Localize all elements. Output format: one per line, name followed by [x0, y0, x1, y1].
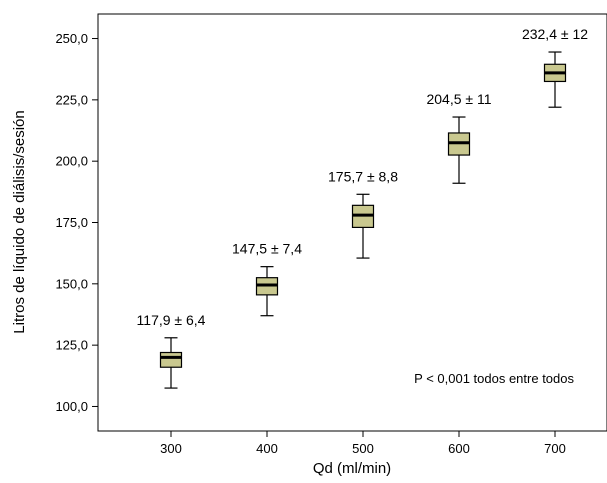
significance-note: P < 0,001 todos entre todos: [414, 371, 574, 386]
boxplot-700: [543, 51, 567, 108]
x-tick-label: 700: [544, 441, 566, 456]
y-tick-label: 250,0: [55, 31, 88, 46]
y-tick-label: 200,0: [55, 154, 88, 169]
mean-sd-label: 175,7 ± 8,8: [328, 168, 398, 184]
y-tick-label: 150,0: [55, 276, 88, 291]
iqr-box: [159, 351, 183, 368]
mean-sd-label: 147,5 ± 7,4: [232, 241, 302, 257]
x-tick-label: 400: [256, 441, 278, 456]
boxplots: [159, 51, 567, 389]
box-annotations: 117,9 ± 6,4 147,5 ± 7,4 175,7 ± 8,8 204,5 ±…: [137, 26, 589, 328]
y-tick-label: 125,0: [55, 338, 88, 353]
y-tick-label: 225,0: [55, 92, 88, 107]
y-tick-label: 100,0: [55, 399, 88, 414]
boxplot-300: [159, 337, 183, 389]
boxplot-400: [255, 266, 279, 317]
y-axis: 100,0 125,0 150,0 175,0 200,0 225,0 250,0: [55, 31, 98, 414]
boxplot-500: [351, 193, 375, 259]
x-axis: 300 400 500 600 700: [160, 431, 566, 456]
mean-sd-label: 232,4 ± 12: [522, 26, 588, 42]
boxplot-600: [447, 116, 471, 184]
x-tick-label: 600: [448, 441, 470, 456]
y-axis-title: Litros de líquido de diálisis/sesión: [11, 110, 28, 333]
x-tick-label: 500: [352, 441, 374, 456]
x-axis-title: Qd (ml/min): [313, 460, 391, 477]
mean-sd-label: 204,5 ± 11: [426, 91, 491, 107]
x-tick-label: 300: [160, 441, 182, 456]
mean-sd-label: 117,9 ± 6,4: [137, 312, 206, 328]
y-tick-label: 175,0: [55, 215, 88, 230]
